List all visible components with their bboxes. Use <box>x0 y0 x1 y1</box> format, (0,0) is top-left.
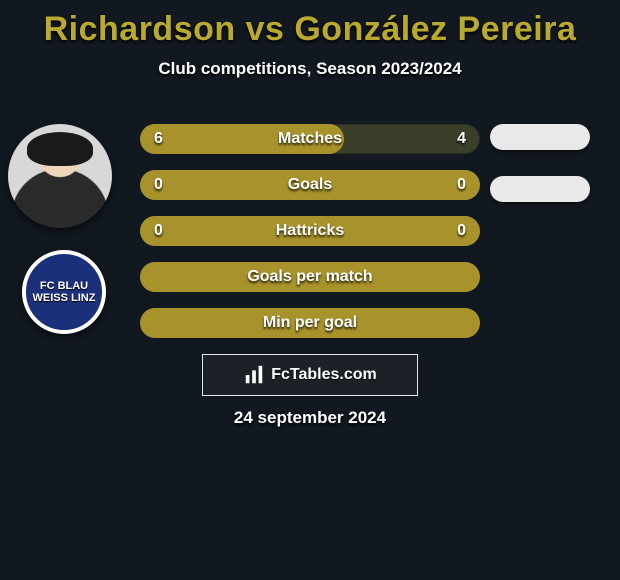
stat-rows: 6 Matches 4 0 Goals 0 0 Hattricks 0 Goal… <box>140 124 480 354</box>
row-label: Min per goal <box>263 314 357 332</box>
row-goals-per-match: Goals per match <box>140 262 480 292</box>
row-value-left: 0 <box>154 222 163 240</box>
row-value-right: 0 <box>457 222 466 240</box>
row-value-left: 0 <box>154 176 163 194</box>
row-label: Goals per match <box>247 268 372 286</box>
player2-avatar: FC BLAU WEISS LINZ <box>22 250 106 334</box>
side-pill-column <box>490 124 610 228</box>
page-title: Richardson vs González Pereira <box>0 4 620 53</box>
row-label: Matches <box>278 130 342 148</box>
row-value-right: 0 <box>457 176 466 194</box>
row-goals: 0 Goals 0 <box>140 170 480 200</box>
footer-date: 24 september 2024 <box>0 408 620 428</box>
source-logo-text: FcTables.com <box>271 366 377 384</box>
side-pill <box>490 124 590 150</box>
row-hattricks: 0 Hattricks 0 <box>140 216 480 246</box>
comparison-infographic: Richardson vs González Pereira Club comp… <box>0 0 620 105</box>
side-pill <box>490 176 590 202</box>
row-value-right: 4 <box>457 130 466 148</box>
crest-text: FC BLAU WEISS LINZ <box>32 280 96 304</box>
player1-avatar <box>8 124 112 228</box>
avatar-column: FC BLAU WEISS LINZ <box>8 124 118 356</box>
page-subtitle: Club competitions, Season 2023/2024 <box>0 53 620 105</box>
row-label: Goals <box>288 176 332 194</box>
source-logo: FcTables.com <box>202 354 418 396</box>
row-label: Hattricks <box>276 222 344 240</box>
row-matches: 6 Matches 4 <box>140 124 480 154</box>
row-value-left: 6 <box>154 130 163 148</box>
row-min-per-goal: Min per goal <box>140 308 480 338</box>
bar-chart-icon <box>243 364 265 386</box>
